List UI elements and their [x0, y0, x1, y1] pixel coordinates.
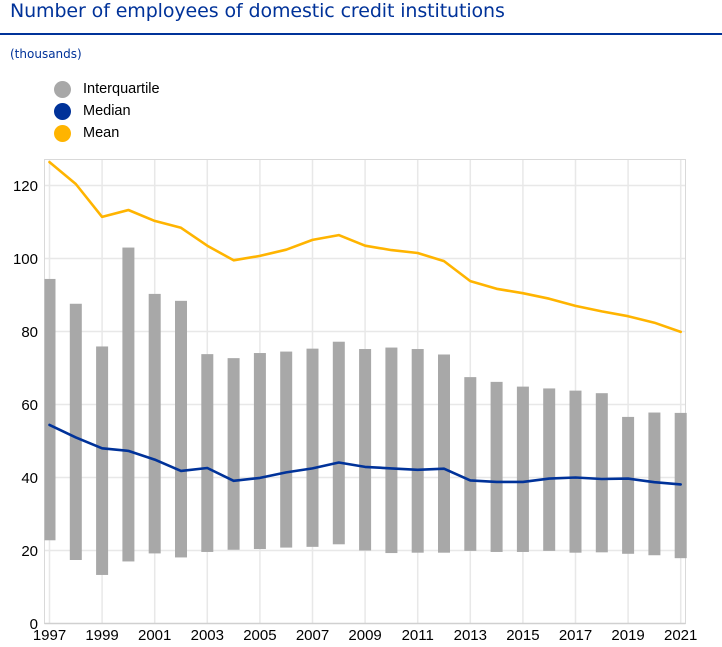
interquartile-bar [306, 348, 319, 547]
interquartile-bar [96, 346, 109, 575]
x-tick-label: 2019 [611, 627, 644, 644]
legend-circle-icon [54, 124, 71, 142]
interquartile-bar [411, 349, 424, 553]
legend-label: Median [83, 103, 131, 119]
x-tick-label: 2013 [454, 627, 487, 644]
interquartile-bar [385, 347, 398, 554]
x-tick-label: 2001 [138, 627, 171, 644]
interquartile-bar [543, 388, 556, 551]
interquartile-bar [201, 354, 214, 552]
y-tick-label: 80 [21, 324, 38, 341]
x-tick-label: 2011 [402, 627, 434, 644]
x-tick-label: 2009 [348, 627, 381, 644]
legend-circle-icon [54, 80, 71, 98]
chart-subtitle: (thousands) [10, 47, 82, 61]
interquartile-bar [280, 351, 293, 548]
axes: 0 20 40 60 80 100 120 1997 1999 2001 2003 2005 2007 2… [13, 178, 697, 644]
y-tick-label: 40 [21, 470, 38, 487]
interquartile-bar [438, 354, 450, 553]
legend-item-interquartile[interactable]: Interquartile [54, 78, 160, 100]
x-tick-label: 1997 [33, 627, 66, 644]
interquartile-bar [332, 341, 345, 545]
legend-label: Mean [83, 125, 120, 141]
legend-label: Interquartile [83, 81, 160, 97]
interquartile-bar [227, 358, 240, 550]
interquartile-bar [122, 247, 135, 562]
y-tick-label: 100 [13, 251, 38, 268]
y-tick-label: 0 [30, 616, 38, 633]
lines [48, 160, 683, 486]
interquartile-bar [464, 377, 477, 551]
legend-item-mean[interactable]: Mean [54, 122, 160, 144]
interquartile-bar [648, 412, 661, 556]
y-tick-label: 60 [21, 397, 38, 414]
interquartile-bar [44, 278, 56, 541]
interquartile-bar [569, 390, 582, 553]
x-tick-label: 2017 [559, 627, 592, 644]
chart-legend: Interquartile Median Mean [54, 78, 160, 144]
interquartile-bar [253, 353, 266, 550]
legend-item-median[interactable]: Median [54, 100, 160, 122]
interquartile-bar [516, 386, 529, 552]
title-divider [0, 33, 722, 35]
legend-circle-icon [54, 102, 71, 120]
x-tick-label: 2015 [506, 627, 539, 644]
x-tick-label: 2007 [296, 627, 329, 644]
interquartile-bar [69, 303, 82, 560]
x-tick-label: 2003 [191, 627, 224, 644]
y-tick-label: 120 [13, 178, 38, 195]
interquartile-bar [622, 416, 635, 554]
interquartile-bar [148, 293, 161, 554]
interquartile-bar [595, 393, 608, 553]
chart-title: Number of employees of domestic credit i… [10, 0, 505, 22]
x-tick-label: 2021 [664, 627, 697, 644]
interquartile-bar [359, 349, 372, 551]
interquartile-bars [44, 247, 687, 575]
interquartile-bar [175, 300, 187, 558]
interquartile-bar [490, 381, 503, 552]
x-tick-label: 1999 [85, 627, 118, 644]
y-tick-label: 20 [21, 543, 38, 560]
x-tick-label: 2005 [243, 627, 276, 644]
